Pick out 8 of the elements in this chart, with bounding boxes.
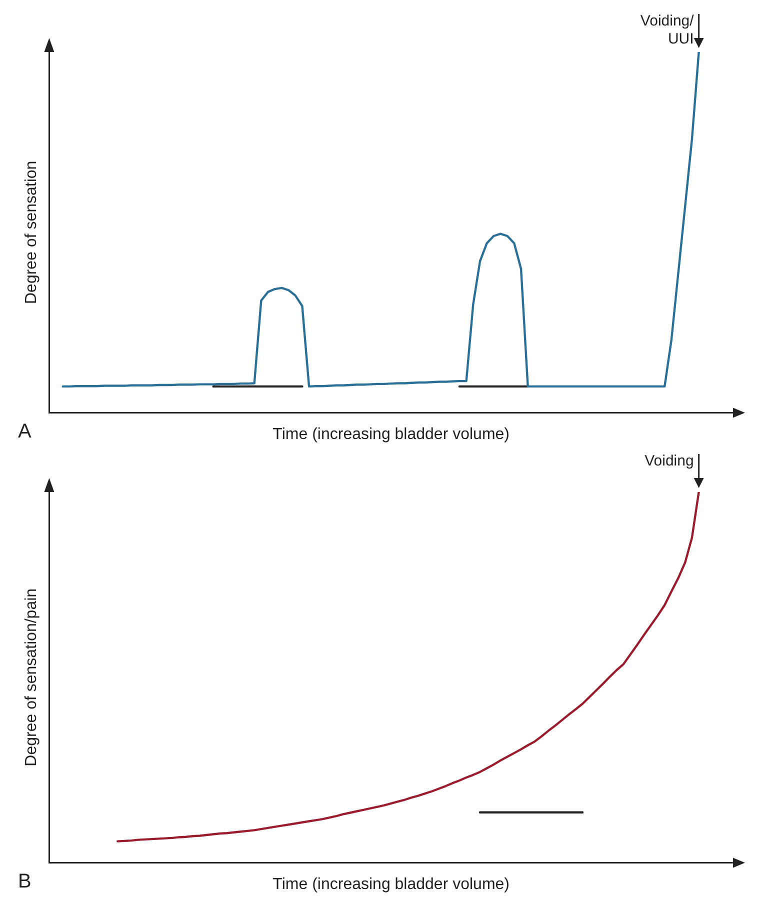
y-axis-title: Degree of sensation <box>23 160 40 304</box>
y-axis-title: Degree of sensation/pain <box>23 588 40 766</box>
text: A <box>18 420 32 443</box>
text: B <box>18 870 32 893</box>
x-axis-title: Time (increasing bladder volume) <box>272 876 510 893</box>
text: Voiding <box>644 452 694 470</box>
x-axis-title: Time (increasing bladder volume) <box>272 426 510 443</box>
text: Voiding/ UUI <box>640 12 695 48</box>
